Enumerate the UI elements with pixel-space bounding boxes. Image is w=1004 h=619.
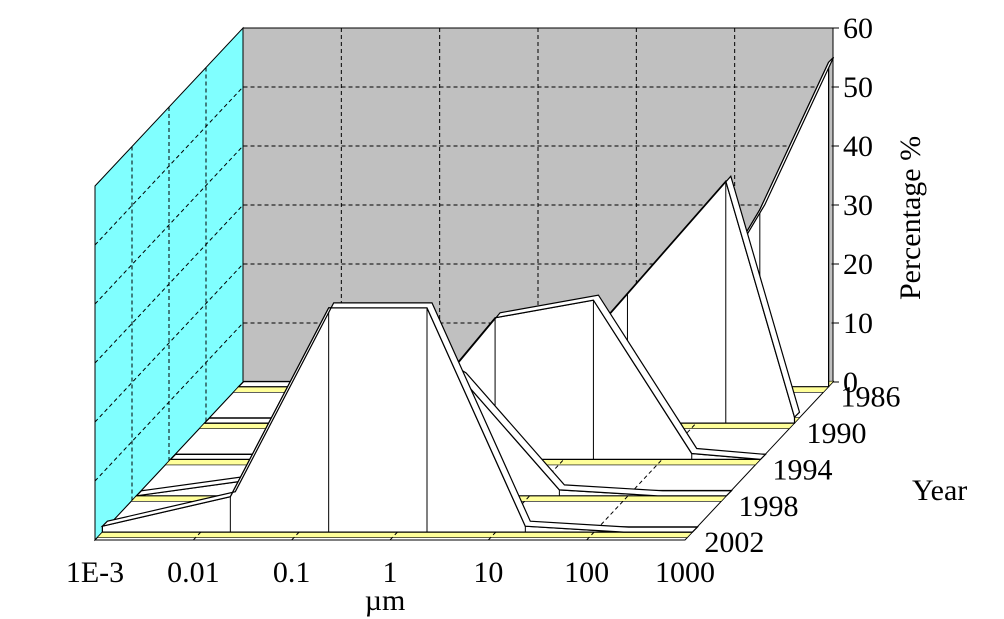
x-tick-label: 10 <box>473 556 503 589</box>
x-tick-label: 0.01 <box>167 556 220 589</box>
x-tick-label: 100 <box>564 556 609 589</box>
year-axis-title: Year <box>912 474 967 507</box>
z-tick-label: 20 <box>843 248 873 281</box>
ribbon-edge <box>100 302 699 533</box>
year-tick-label: 1998 <box>738 490 798 523</box>
year-tick-label: 1990 <box>807 417 867 450</box>
data-ribbons <box>100 56 835 533</box>
z-tick-label: 60 <box>843 12 873 45</box>
percentage-axis-title: Percentage % <box>894 136 927 300</box>
z-gridline <box>94 145 833 305</box>
x-gridline-floor <box>586 381 736 541</box>
z-tick-label: 40 <box>843 130 873 163</box>
z-tick-label: 30 <box>843 189 873 222</box>
year-tick-label: 1994 <box>772 453 832 486</box>
z-tick-label: 10 <box>843 307 873 340</box>
z-tick-label: 0 <box>843 366 858 399</box>
z-tick-label: 50 <box>843 71 873 104</box>
x-tick-label: 1000 <box>655 556 715 589</box>
z-gridline <box>94 263 833 423</box>
series-ribbon <box>100 302 699 533</box>
x-tick-label: 0.1 <box>273 556 311 589</box>
x-tick-label: 1 <box>383 556 398 589</box>
x-tick-label: 1E-3 <box>66 556 124 589</box>
axis-labels: 1E-3 0.01 0.1 1 10 100 10000102030405060198619… <box>66 12 901 589</box>
x-axis-title: µm <box>365 584 406 617</box>
year-tick-label: 2002 <box>704 526 764 559</box>
year-tick-label: 1986 <box>841 381 901 414</box>
